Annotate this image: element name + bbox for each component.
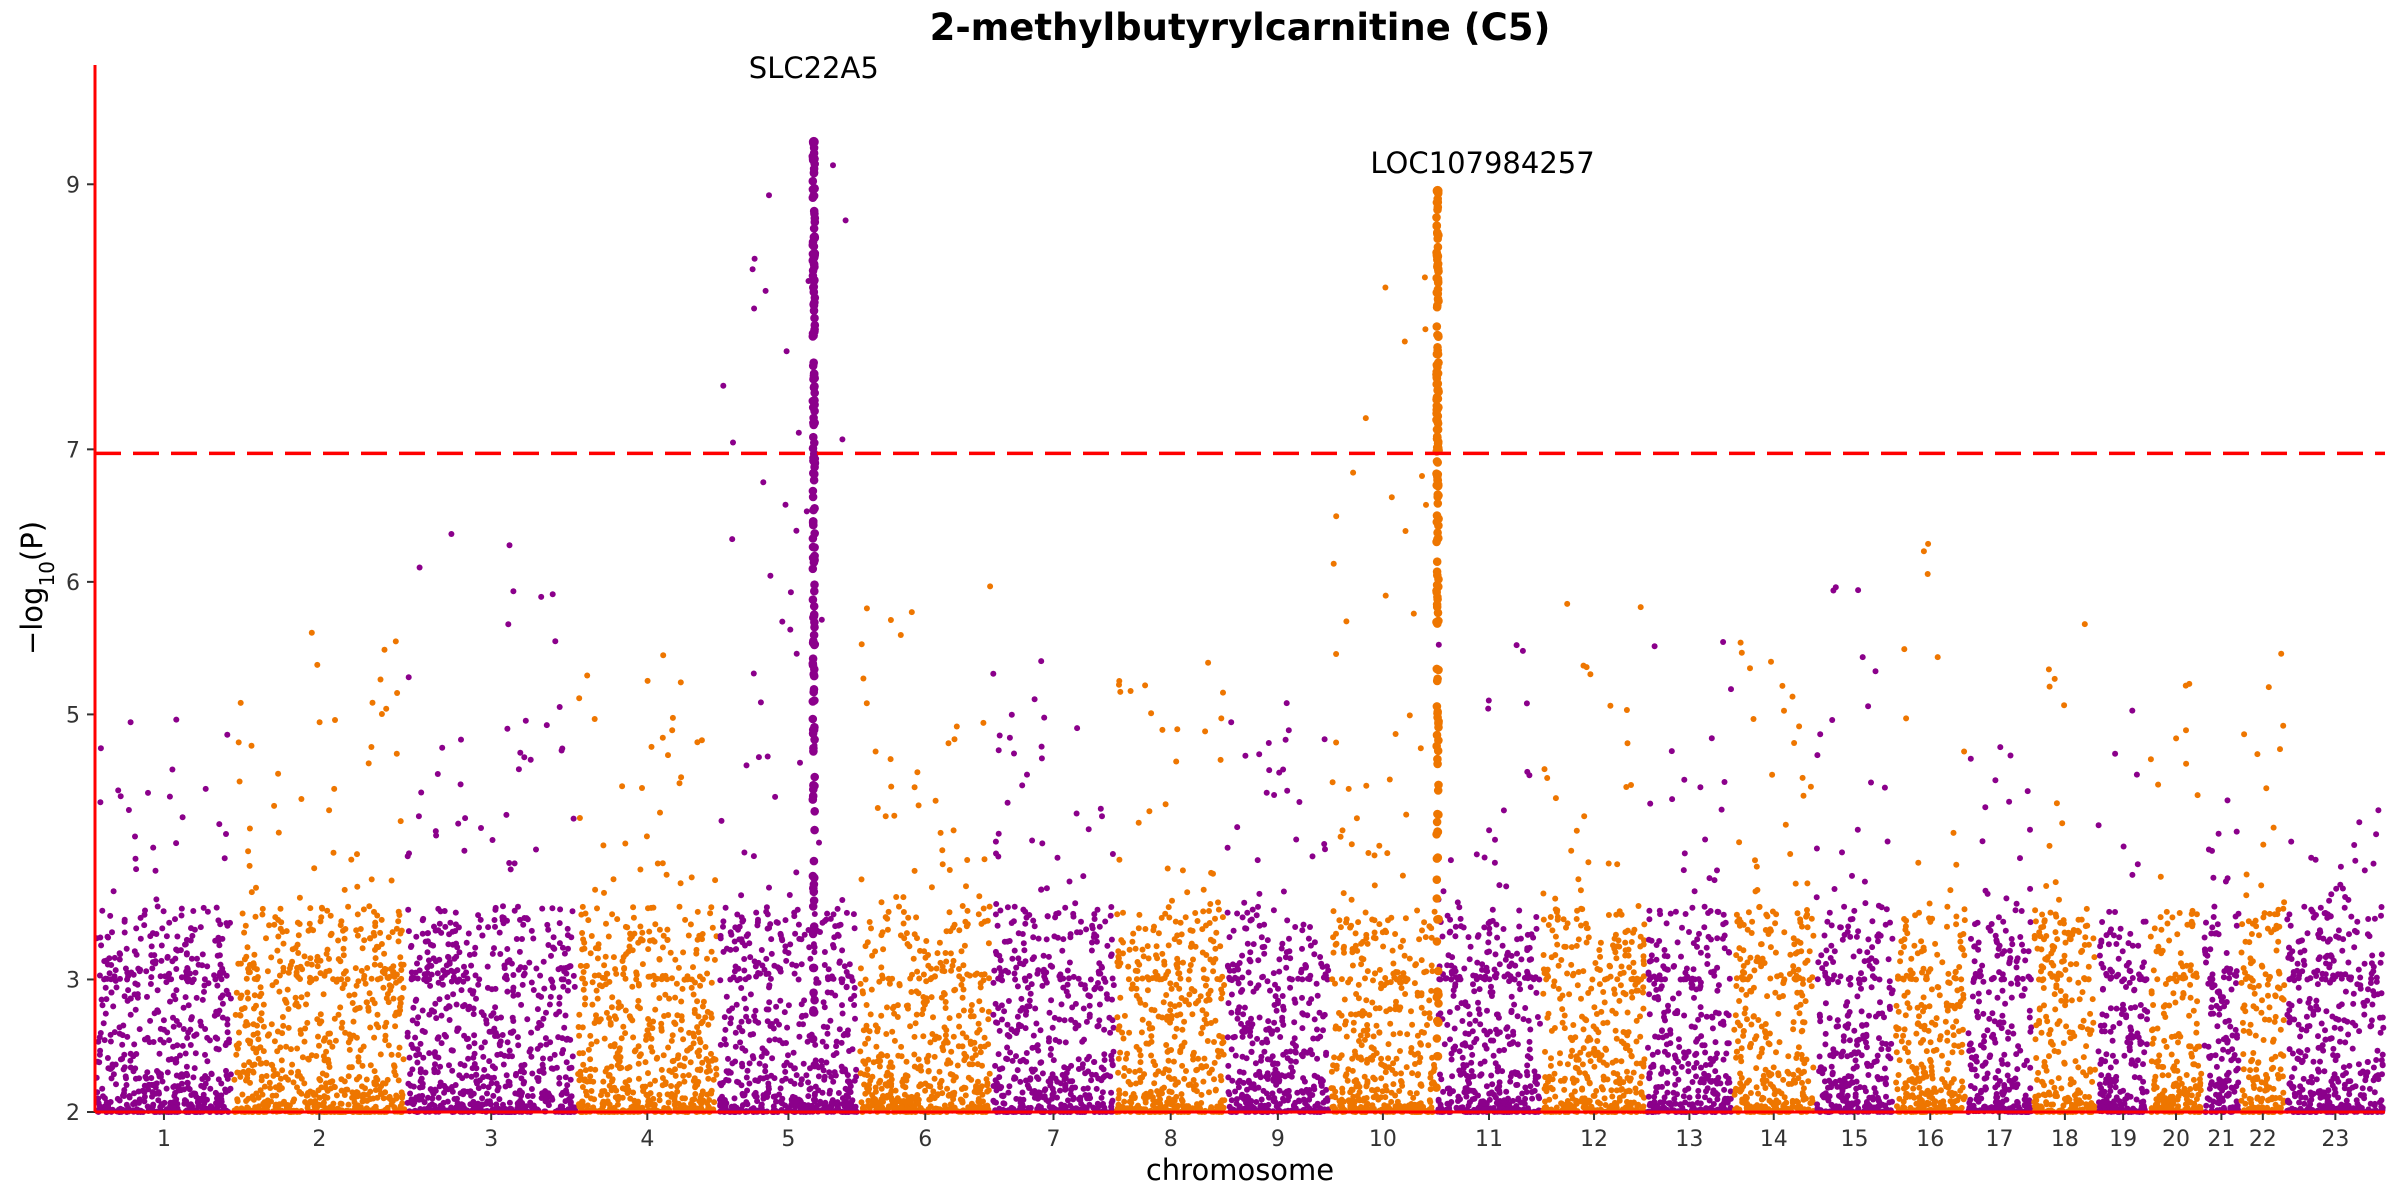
gene-label-loc107984257: LOC107984257 [1370,146,1594,180]
x-tick-label: 20 [2162,1127,2190,1152]
x-tick-label: 7 [1047,1127,1061,1152]
x-tick-label: 13 [1675,1127,1703,1152]
gene-label-slc22a5: SLC22A5 [749,51,879,85]
y-tick-label: 7 [66,438,80,463]
y-tick-label: 9 [66,173,80,198]
x-tick-label: 15 [1840,1127,1868,1152]
data-points [93,136,2387,1115]
x-tick-label: 8 [1164,1127,1178,1152]
x-tick-label: 2 [312,1127,326,1152]
y-tick-label: 6 [66,571,80,596]
chart-title: 2-methylbutyrylcarnitine (C5) [930,6,1551,49]
x-tick-label: 5 [781,1127,795,1152]
x-tick-label: 19 [2109,1127,2137,1152]
x-tick-label: 16 [1916,1127,1944,1152]
x-tick-label: 4 [640,1127,654,1152]
x-tick-label: 6 [918,1127,932,1152]
x-tick-label: 11 [1475,1127,1503,1152]
x-tick-label: 17 [1986,1127,2014,1152]
y-axis-title: −log10(P) [15,521,59,655]
y-tick-label: 2 [66,1101,80,1126]
x-tick-label: 14 [1760,1127,1788,1152]
x-tick-label: 3 [484,1127,498,1152]
x-axis-ticks: 1 2 3 4 5 6 7 8 9 10 11 12 13 14 15 16 17 18 19 20 21 22 23 [157,1112,2349,1152]
x-tick-label: 22 [2249,1127,2277,1152]
x-tick-label: 18 [2051,1127,2079,1152]
x-axis-title: chromosome [1146,1153,1334,1187]
x-tick-label: 23 [2321,1127,2349,1152]
x-tick-label: 21 [2207,1127,2235,1152]
x-tick-label: 12 [1580,1127,1608,1152]
x-tick-label: 9 [1271,1127,1285,1152]
y-tick-label: 5 [66,703,80,728]
x-tick-label: 1 [157,1127,171,1152]
y-axis-ticks: 2 3 5 6 7 9 [66,173,95,1126]
y-tick-label: 3 [66,968,80,993]
gene-annotations: SLC22A5 LOC107984257 [749,51,1595,180]
x-tick-label: 10 [1369,1127,1397,1152]
